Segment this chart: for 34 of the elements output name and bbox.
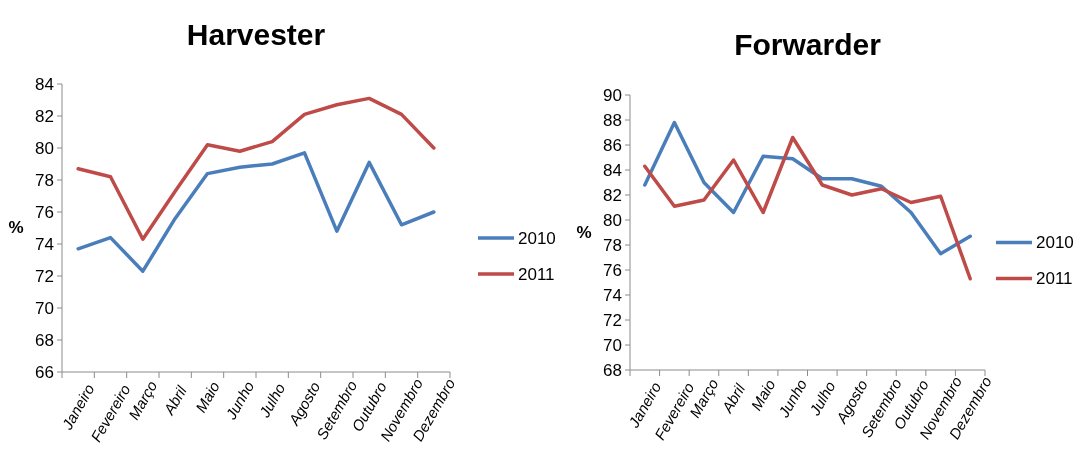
- legend-label: 2011: [1036, 269, 1073, 289]
- y-tick-label: 76: [35, 202, 54, 222]
- y-tick-label: 66: [35, 362, 54, 382]
- line-series: [643, 135, 972, 281]
- y-tick-label: 82: [35, 106, 54, 126]
- y-tick-label: 86: [603, 135, 622, 155]
- y-tick-label: 82: [603, 185, 622, 205]
- chart-title: Forwarder: [734, 28, 882, 61]
- legend-label: 2010: [518, 228, 556, 248]
- y-tick-label: 74: [35, 234, 54, 254]
- y-tick-label: 90: [603, 85, 622, 105]
- chart-title: Harvester: [186, 18, 326, 51]
- y-tick-label: 76: [603, 260, 622, 280]
- legend-label: 2011: [518, 264, 555, 284]
- y-tick-label: 80: [35, 138, 54, 158]
- y-tick-label: 80: [603, 210, 622, 230]
- y-tick-label: 68: [603, 360, 622, 380]
- y-axis-title: %: [576, 222, 592, 242]
- y-tick-label: 72: [603, 310, 622, 330]
- y-tick-label: 78: [603, 235, 622, 255]
- y-tick-label: 72: [35, 266, 54, 286]
- y-tick-label: 70: [35, 298, 54, 318]
- y-tick-label: 84: [603, 160, 622, 180]
- y-axis-title: %: [8, 218, 24, 237]
- line-series: [76, 151, 436, 273]
- legend-label: 2010: [1036, 233, 1074, 253]
- line-series: [643, 120, 972, 256]
- y-tick-label: 74: [603, 285, 622, 305]
- line-series: [76, 96, 436, 241]
- y-tick-label: 70: [603, 335, 622, 355]
- y-tick-label: 88: [603, 110, 622, 130]
- y-tick-label: 84: [35, 74, 54, 94]
- y-tick-label: 78: [35, 170, 54, 190]
- y-tick-label: 68: [35, 330, 54, 350]
